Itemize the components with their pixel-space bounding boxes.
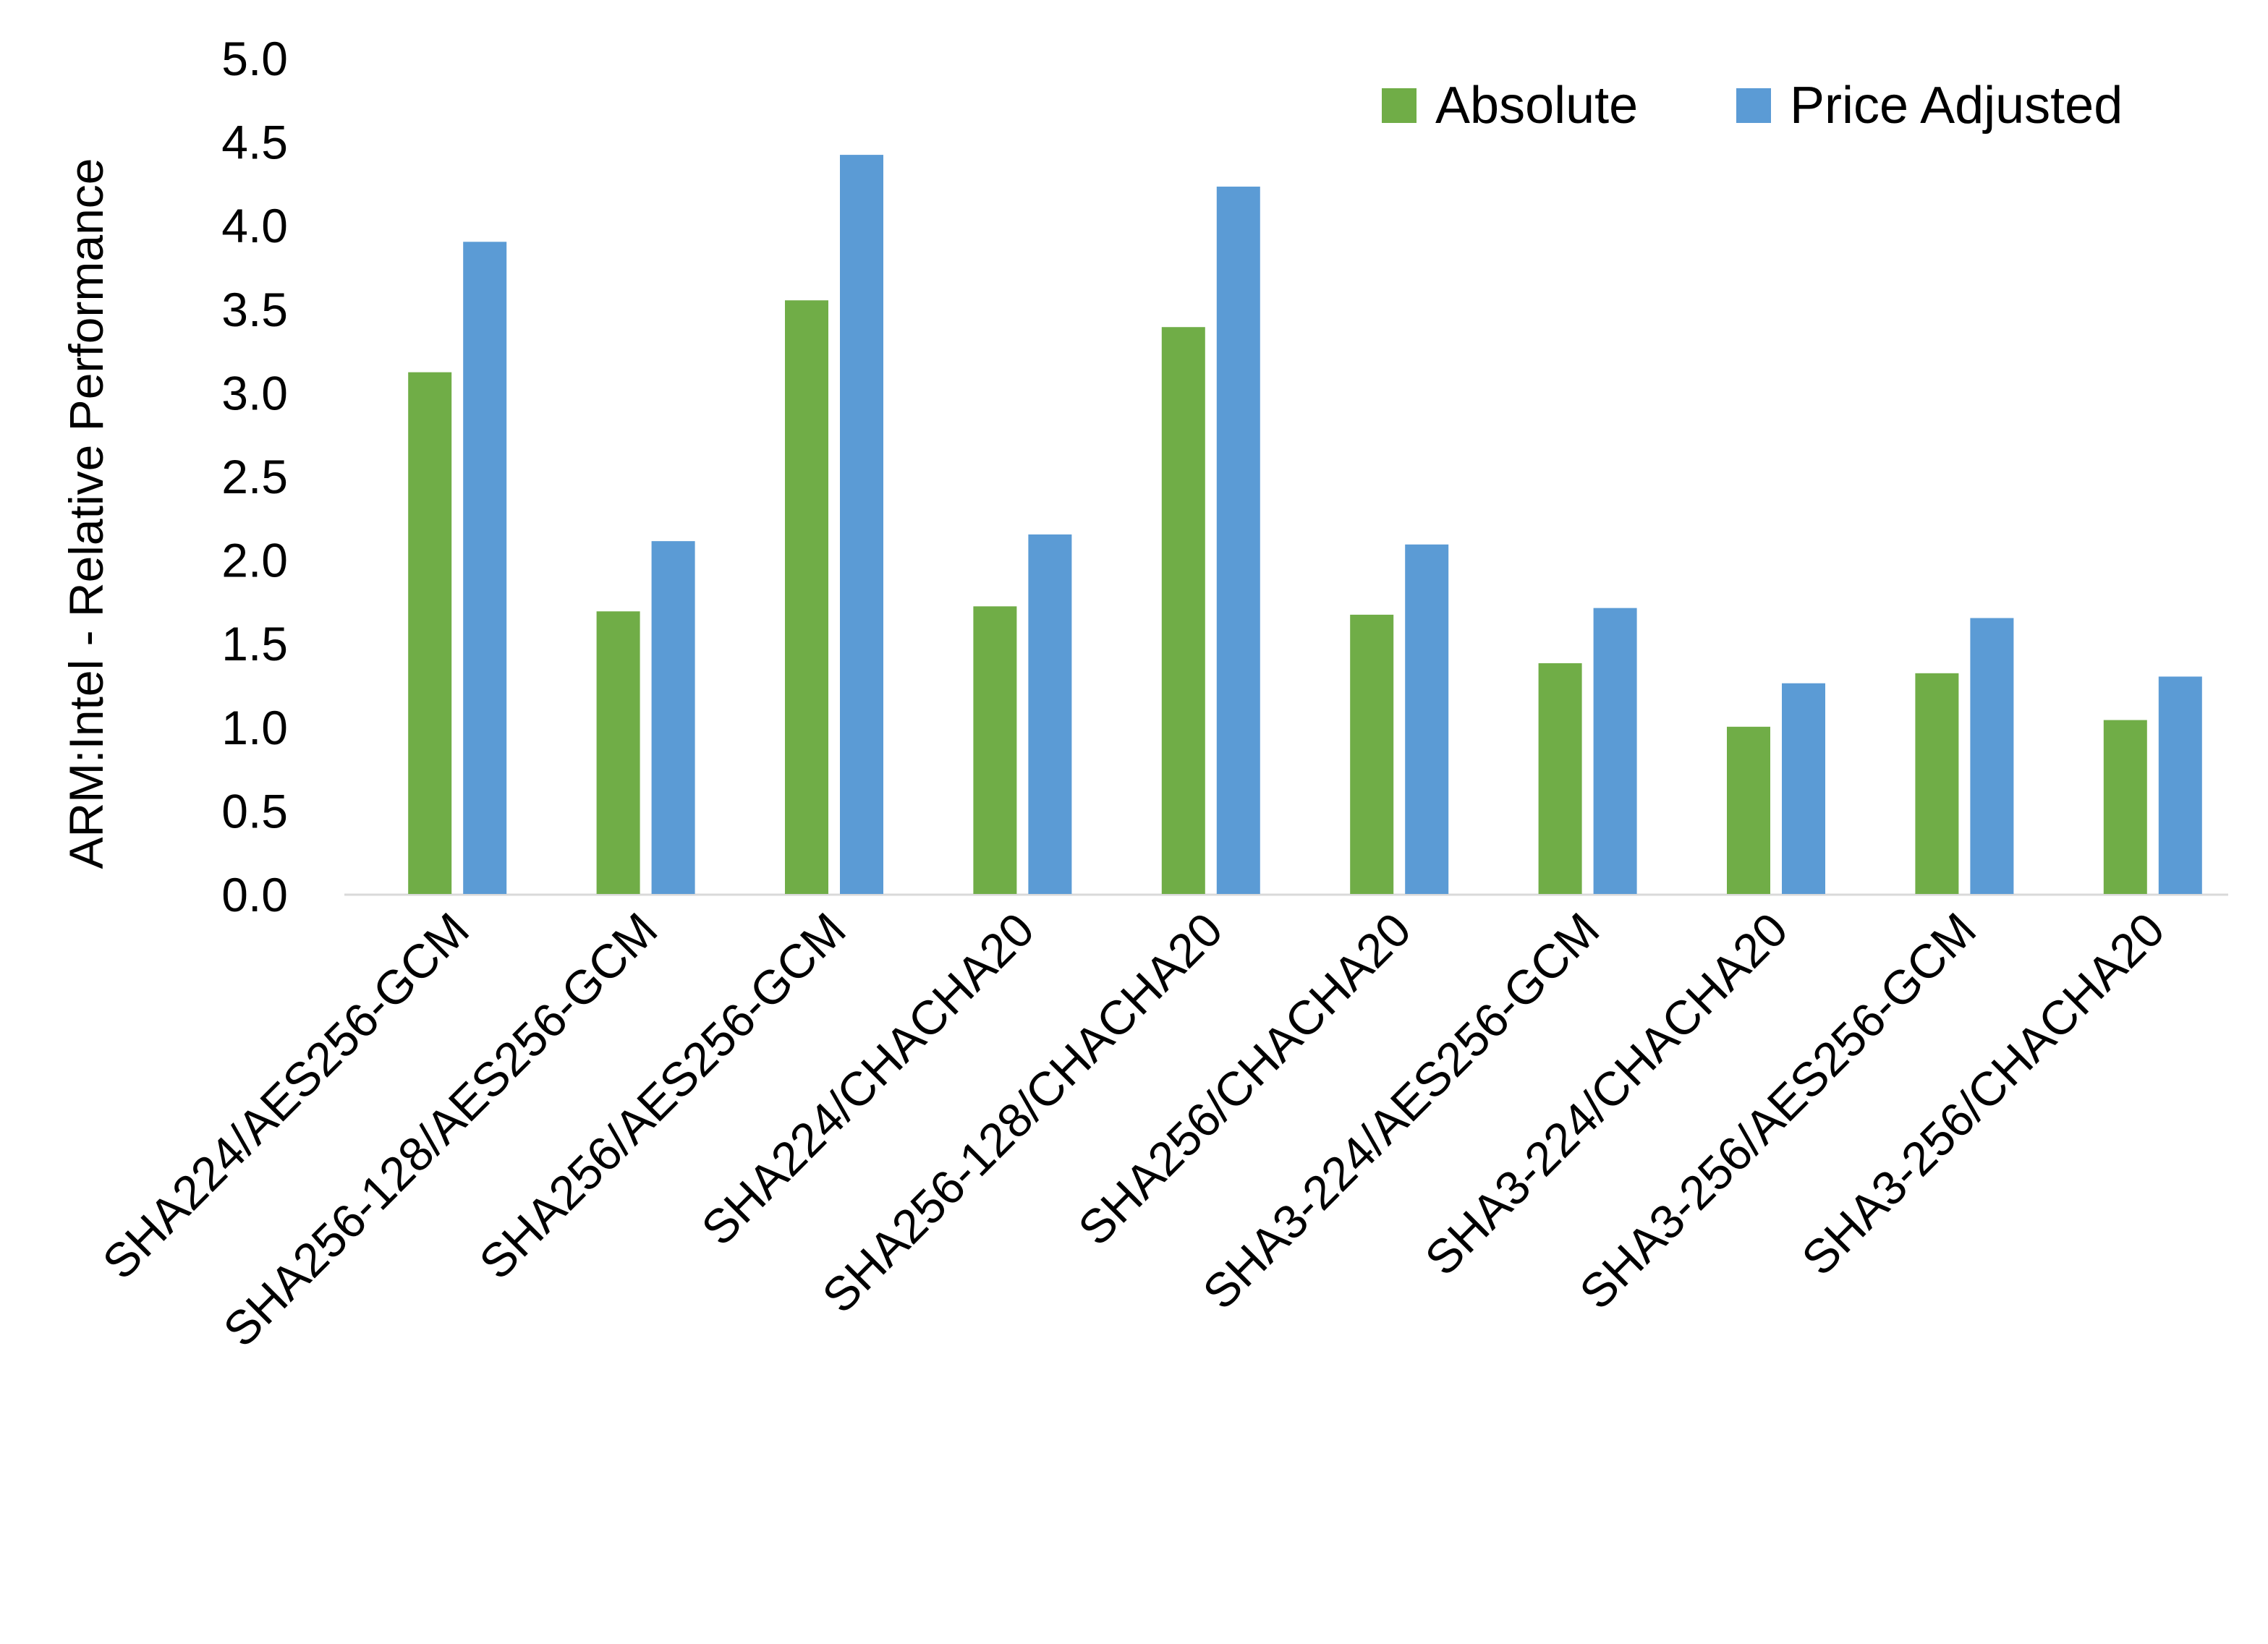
bar-price-adjusted — [1405, 544, 1449, 894]
legend-label: Price Adjusted — [1790, 77, 2123, 135]
bar-price-adjusted — [1970, 618, 2014, 894]
bar-price-adjusted — [463, 242, 507, 894]
y-axis-label: ARM:Intel - Relative Performance — [59, 158, 113, 869]
bar-absolute — [1350, 614, 1394, 894]
bar-absolute — [1161, 327, 1205, 894]
x-tick-label: SHA3-256/CHACHA20 — [1791, 903, 2175, 1286]
y-tick-label: 2.5 — [221, 450, 288, 503]
y-tick-label: 1.5 — [221, 617, 288, 670]
x-tick-label: SHA3-256/AES256-GCM — [1569, 903, 1986, 1319]
y-tick-label: 3.0 — [221, 366, 288, 419]
y-axis-ticks: 0.0 0.5 1.0 1.5 2.0 2.5 3.0 3.5 4.0 4.5 5.0 — [221, 32, 288, 921]
bars — [408, 155, 2202, 894]
bar-absolute — [785, 300, 828, 894]
bar-absolute — [1727, 726, 1770, 894]
x-tick-label: SHA256-128/CHACHA20 — [812, 903, 1233, 1324]
legend-swatch — [1382, 88, 1417, 123]
bar-absolute — [596, 611, 640, 894]
x-tick-label: SHA256/AES256-GCM — [469, 903, 856, 1290]
y-tick-label: 4.0 — [221, 199, 288, 252]
bar-price-adjusted — [1593, 608, 1637, 894]
bar-absolute — [2103, 720, 2147, 894]
bar-price-adjusted — [1216, 187, 1260, 894]
legend-label: Absolute — [1435, 77, 1638, 135]
x-tick-label: SHA3-224/AES256-GCM — [1192, 903, 1609, 1319]
x-tick-label: SHA3-224/CHACHA20 — [1414, 903, 1798, 1286]
bar-price-adjusted — [1028, 534, 1072, 894]
bar-price-adjusted — [1782, 683, 1825, 894]
y-tick-label: 0.0 — [221, 868, 288, 921]
bar-absolute — [973, 606, 1017, 894]
y-tick-label: 1.0 — [221, 701, 288, 754]
bar-absolute — [408, 372, 452, 894]
x-tick-label: SHA224/CHACHA20 — [691, 903, 1044, 1256]
x-tick-label: SHA256/CHACHA20 — [1068, 903, 1421, 1256]
bar-price-adjusted — [651, 541, 695, 894]
y-tick-label: 0.5 — [221, 784, 288, 838]
legend: Absolute Price Adjusted — [1382, 77, 2123, 135]
bar-price-adjusted — [2158, 676, 2202, 894]
bar-price-adjusted — [840, 155, 883, 894]
y-tick-label: 5.0 — [221, 32, 288, 85]
y-tick-label: 4.5 — [221, 116, 288, 169]
y-tick-label: 2.0 — [221, 534, 288, 587]
x-axis-tick-labels: SHA224/AES256-GCMSHA256-128/AES256-GCMSH… — [92, 903, 2174, 1357]
x-tick-label: SHA224/AES256-GCM — [92, 903, 479, 1290]
legend-swatch — [1736, 88, 1771, 123]
bar-absolute — [1915, 673, 1959, 894]
bar-absolute — [1538, 663, 1582, 894]
y-tick-label: 3.5 — [221, 283, 288, 336]
